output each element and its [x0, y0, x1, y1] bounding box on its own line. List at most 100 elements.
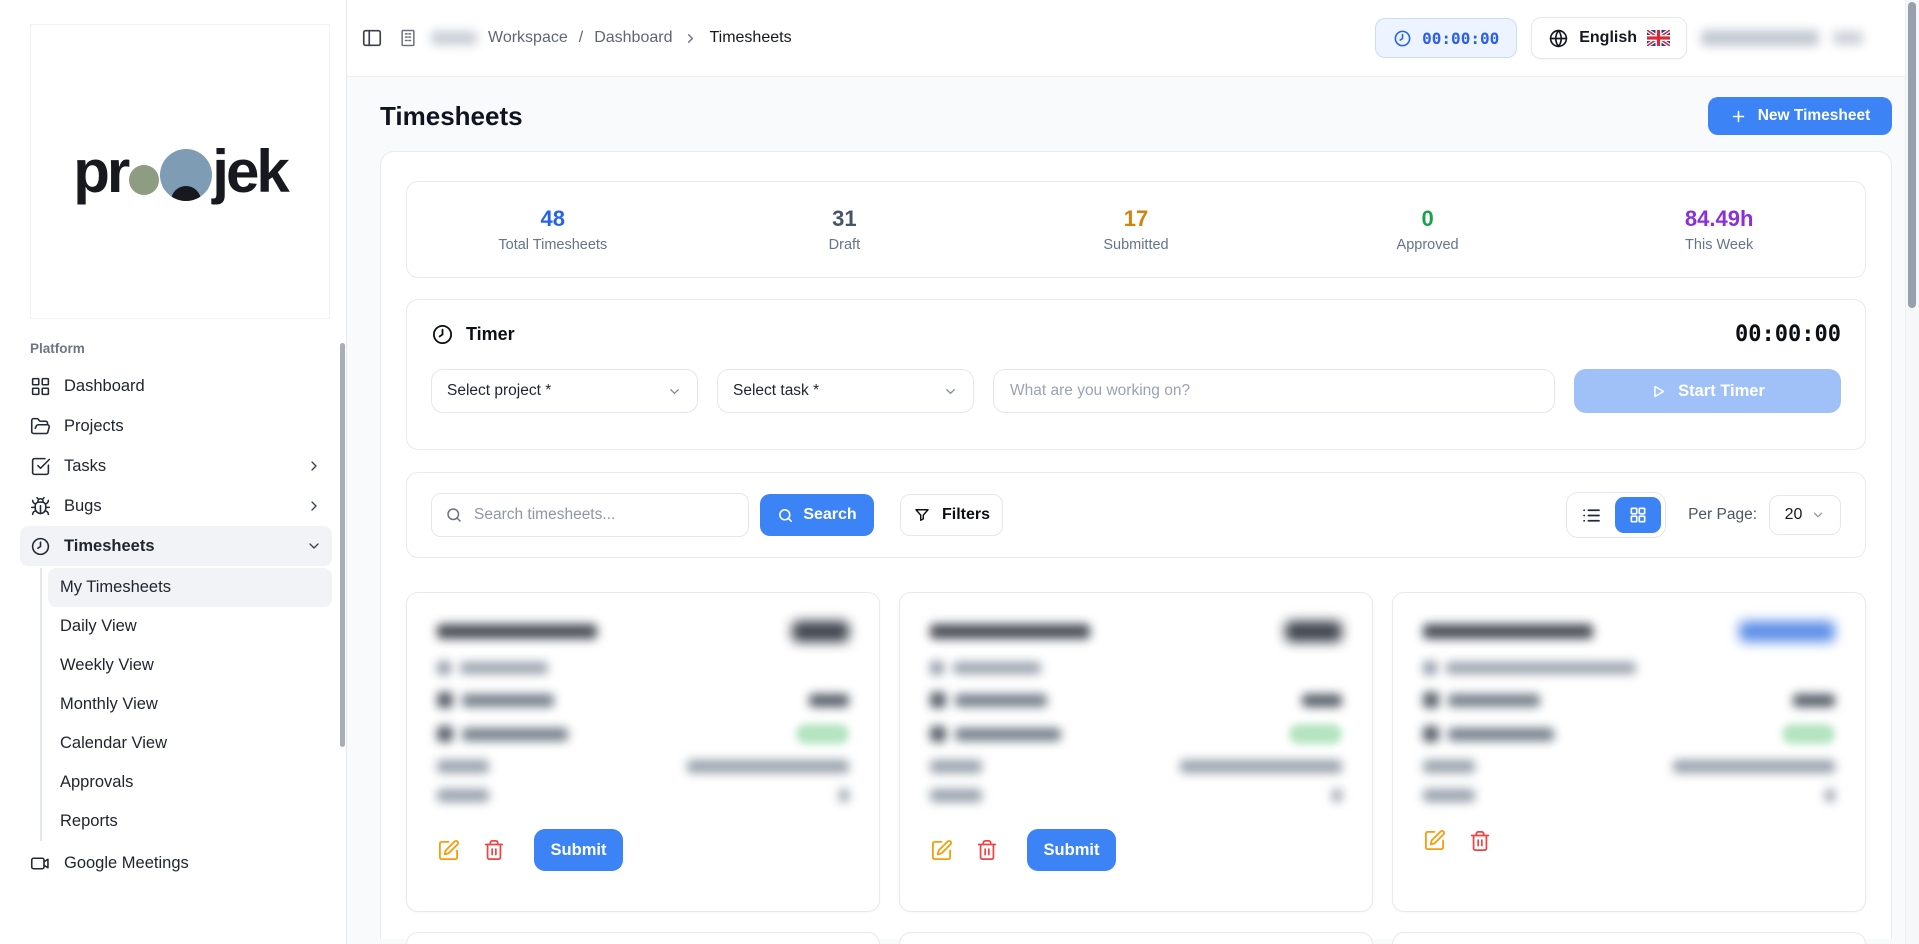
chevron-down-icon: [1811, 508, 1825, 522]
header-timer-badge[interactable]: 00:00:00: [1375, 18, 1518, 58]
breadcrumb: Workspace / Dashboard Timesheets: [359, 25, 792, 51]
search-icon: [777, 507, 794, 524]
sidebar-item-dashboard[interactable]: Dashboard: [20, 366, 332, 406]
edit-button[interactable]: [930, 839, 953, 862]
redacted-week-title: [437, 624, 597, 639]
stat-label: Submitted: [1103, 237, 1169, 253]
submenu-item-my-timesheets[interactable]: My Timesheets: [48, 568, 332, 607]
breadcrumb-workspace[interactable]: Workspace: [488, 29, 568, 46]
redacted-total-hours-label: [462, 693, 554, 707]
per-page-value: 20: [1784, 506, 1803, 523]
submenu-item-calendar-view[interactable]: Calendar View: [48, 724, 332, 763]
chevron-right-icon: [306, 498, 322, 514]
task-select[interactable]: Select task *: [717, 369, 974, 413]
submenu-item-label: Daily View: [60, 617, 137, 635]
page-scrollbar-thumb[interactable]: [1908, 2, 1916, 308]
sidebar-item-google-meetings[interactable]: Google Meetings: [20, 843, 332, 883]
edit-button[interactable]: [1423, 829, 1446, 852]
clock-icon: [437, 692, 453, 708]
card-billable-hours-row: [1423, 724, 1835, 744]
submenu-item-weekly-view[interactable]: Weekly View: [48, 646, 332, 685]
sidebar-item-label: Tasks: [64, 456, 107, 475]
project-select[interactable]: Select project *: [431, 369, 698, 413]
redacted-billable-label: [1448, 727, 1554, 741]
calendar-icon: [437, 726, 453, 742]
grid-view-button[interactable]: [1615, 497, 1662, 533]
redacted-total-hours-value: [1302, 693, 1342, 707]
view-toggle-group: [1566, 492, 1667, 538]
delete-button[interactable]: [483, 839, 505, 861]
sidebar-item-label: Dashboard: [64, 376, 145, 395]
start-timer-button[interactable]: Start Timer: [1574, 369, 1841, 413]
stat-total-timesheets: 48 Total Timesheets: [407, 206, 699, 253]
new-timesheet-label: New Timesheet: [1757, 107, 1871, 124]
edit-button[interactable]: [437, 839, 460, 862]
submenu-item-daily-view[interactable]: Daily View: [48, 607, 332, 646]
list-icon: [1581, 505, 1602, 526]
per-page-select[interactable]: 20: [1769, 495, 1841, 535]
logo-green-dot: [129, 164, 160, 195]
sidebar-toggle-button[interactable]: [359, 25, 385, 51]
page-scrollbar[interactable]: [1905, 0, 1919, 944]
start-timer-label: Start Timer: [1678, 381, 1765, 400]
timesheets-panel: 48 Total Timesheets 31 Draft 17 Submitte…: [380, 151, 1892, 944]
stat-this-week: 84.49h This Week: [1573, 206, 1865, 253]
card-title-row: [1423, 621, 1835, 642]
sidebar-item-label: Timesheets: [64, 536, 155, 555]
submit-button[interactable]: Submit: [534, 829, 623, 871]
search-input[interactable]: [474, 506, 735, 524]
redacted-billable-label: [955, 727, 1061, 741]
working-on-input[interactable]: [993, 369, 1555, 413]
card-person-row: [437, 661, 849, 675]
submenu-item-monthly-view[interactable]: Monthly View: [48, 685, 332, 724]
card-billable-hours-row: [930, 724, 1342, 744]
timesheet-card[interactable]: Submit: [899, 592, 1373, 912]
redacted-user-avatar[interactable]: [1833, 31, 1863, 45]
clock-icon: [930, 692, 946, 708]
breadcrumb-dashboard[interactable]: Dashboard: [594, 29, 673, 46]
submenu-item-reports[interactable]: Reports: [48, 802, 332, 841]
redacted-user-name[interactable]: [1701, 30, 1819, 46]
sidebar-item-bugs[interactable]: Bugs: [20, 486, 332, 526]
main-area: Workspace / Dashboard Timesheets 00:00:0…: [347, 0, 1919, 944]
stat-label: Total Timesheets: [498, 237, 608, 253]
redacted-period-dates: [1673, 760, 1835, 773]
new-timesheet-button[interactable]: New Timesheet: [1708, 97, 1892, 135]
topbar-right: 00:00:00 English: [1375, 17, 1879, 59]
panel-left-icon: [361, 27, 383, 49]
redacted-entries-label: [1423, 789, 1475, 802]
redacted-period-label: [930, 760, 982, 773]
timesheet-card[interactable]: [1392, 592, 1866, 912]
grid-icon: [30, 376, 51, 397]
task-select-value: Select task *: [733, 382, 820, 399]
stats-summary-card: 48 Total Timesheets 31 Draft 17 Submitte…: [406, 181, 1866, 278]
timesheet-card[interactable]: Submit: [406, 592, 880, 912]
search-toolbar: Search Filters: [406, 472, 1866, 558]
sidebar-scrollbar-thumb[interactable]: [340, 343, 345, 747]
redacted-entries-value: [1332, 789, 1342, 802]
stat-label: Draft: [828, 237, 861, 253]
stat-value: 31: [832, 206, 857, 231]
submit-button[interactable]: Submit: [1027, 829, 1116, 871]
delete-button[interactable]: [1469, 830, 1491, 852]
list-view-button[interactable]: [1571, 497, 1611, 533]
sidebar-item-timesheets[interactable]: Timesheets: [20, 526, 332, 566]
delete-button[interactable]: [976, 839, 998, 861]
redacted-total-hours-value: [809, 693, 849, 707]
search-button[interactable]: Search: [760, 494, 874, 536]
filters-button-label: Filters: [941, 506, 990, 523]
sidebar-item-tasks[interactable]: Tasks: [20, 446, 332, 486]
redacted-period-dates: [1180, 760, 1342, 773]
card-title-row: [930, 621, 1342, 642]
sidebar-item-projects[interactable]: Projects: [20, 406, 332, 446]
redacted-period-dates: [687, 760, 849, 773]
chevron-down-icon: [943, 384, 958, 399]
card-actions: Submit: [437, 829, 849, 871]
timer-elapsed-value: 00:00:00: [1735, 322, 1841, 347]
submenu-item-approvals[interactable]: Approvals: [48, 763, 332, 802]
sidebar-nav: Dashboard Projects Tasks: [0, 366, 346, 883]
language-selector-button[interactable]: English: [1531, 17, 1687, 59]
stat-value: 84.49h: [1684, 206, 1754, 231]
filters-button[interactable]: Filters: [900, 494, 1003, 536]
stat-value: 48: [540, 206, 566, 231]
